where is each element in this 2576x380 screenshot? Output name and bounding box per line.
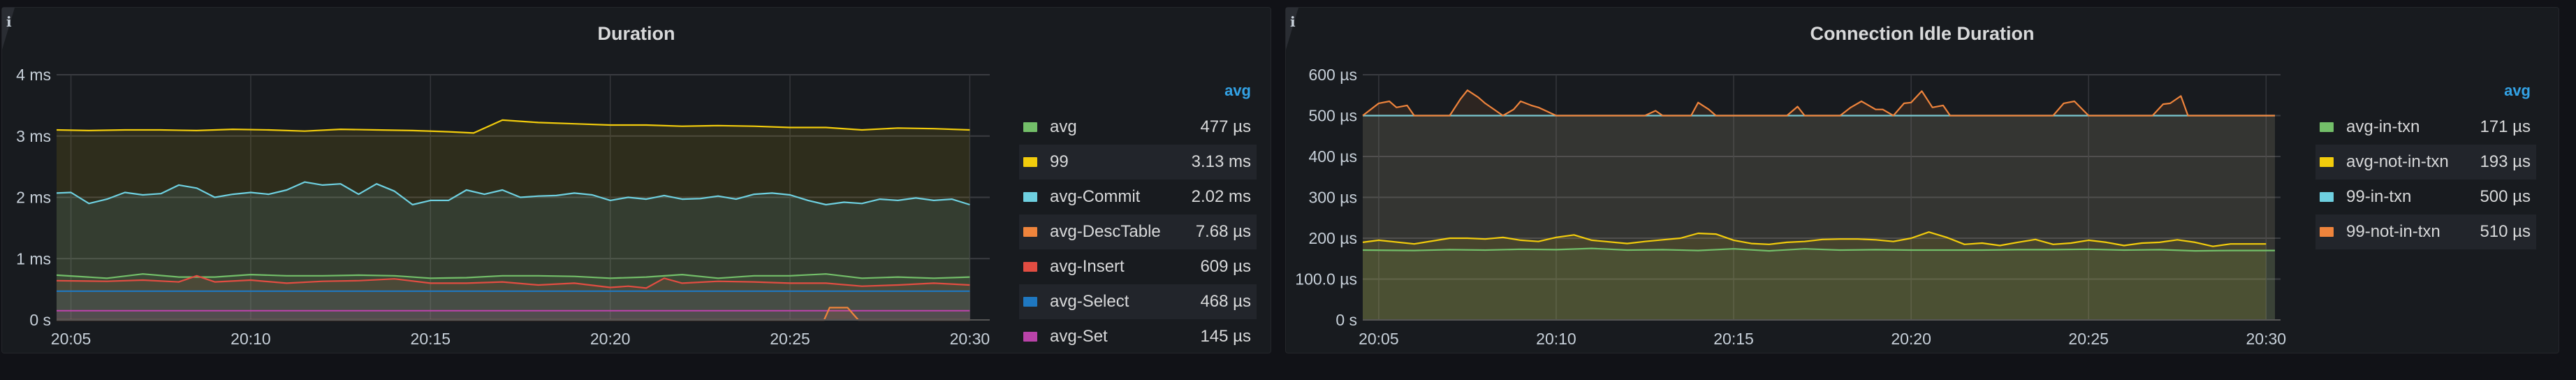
legend-swatch[interactable]: [1023, 332, 1037, 342]
series-area-99: [57, 119, 970, 320]
x-tick-label: 20:25: [2068, 330, 2109, 348]
legend-swatch[interactable]: [1023, 192, 1037, 202]
legend-value: 500 µs: [2480, 187, 2531, 206]
y-tick-label: 100.0 µs: [1295, 270, 1357, 288]
x-tick-label: 20:15: [411, 330, 451, 348]
series-line-avg-not-in-txn: [1362, 231, 2267, 247]
legend-swatch[interactable]: [1023, 227, 1037, 237]
legend-value: 171 µs: [2480, 117, 2531, 136]
series-area-avg-not-in-txn: [1363, 232, 2267, 320]
legend-item-99[interactable]: 99 3.13 ms: [1019, 145, 1257, 180]
x-tick-label: 20:20: [590, 330, 631, 348]
legend-label: avg-in-txn: [2346, 117, 2420, 136]
x-tick-label: 20:10: [1536, 330, 1576, 348]
x-tick-label: 20:05: [1359, 330, 1399, 348]
info-icon[interactable]: i: [1290, 13, 1296, 30]
series-line-99: [56, 119, 970, 134]
panel-connection-idle-duration: i Connection Idle Duration 0 s 100.0 µs 20…: [1285, 7, 2559, 353]
legend-label: avg: [1050, 117, 1077, 136]
legend-label: avg-DescTable: [1050, 222, 1161, 241]
y-tick-label: 0 s: [29, 311, 51, 329]
legend-item-avg-commit[interactable]: avg-Commit 2.02 ms: [1019, 180, 1257, 214]
y-tick-label: 4 ms: [16, 66, 51, 84]
y-tick-label: 300 µs: [1308, 189, 1357, 207]
legend-swatch[interactable]: [1023, 297, 1037, 307]
legend-item-avg-in-txn[interactable]: avg-in-txn 171 µs: [2315, 110, 2536, 145]
series-line-avg-in-txn: [1362, 247, 2275, 252]
y-tick-label: 200 µs: [1308, 229, 1357, 247]
panel-title[interactable]: Duration: [597, 23, 675, 44]
duration-chart: 0 s 1 ms 2 ms 3 ms 4 ms 20:05 20:10 20:15 20:20 2…: [16, 66, 990, 348]
panel-duration: i Duration 0 s 1 ms 2 ms 3 ms 4 ms 20:05 20:10…: [1, 7, 1271, 353]
series-line-avg: [56, 273, 970, 279]
y-tick-label: 400 µs: [1308, 147, 1357, 166]
y-tick-label: 500 µs: [1308, 107, 1357, 125]
series-area-avg-select: [57, 291, 970, 320]
legend-label: avg-not-in-txn: [2346, 152, 2449, 171]
legend-item-avg-insert[interactable]: avg-Insert 609 µs: [1019, 249, 1257, 284]
panel-info-corner[interactable]: [2, 8, 15, 50]
legend-value: 609 µs: [1200, 257, 1251, 276]
connection-idle-chart: 0 s 100.0 µs 200 µs 300 µs 400 µs 500 µs 600 µ…: [1295, 66, 2287, 348]
legend-swatch[interactable]: [1023, 122, 1037, 132]
series-area-avg-commit: [57, 182, 970, 320]
legend-swatch[interactable]: [1023, 262, 1037, 272]
legend-label: 99: [1050, 152, 1069, 171]
legend-label: avg-Commit: [1050, 187, 1141, 206]
x-tick-label: 20:20: [1891, 330, 1931, 348]
x-tick-label: 20:10: [230, 330, 271, 348]
legend-value: 7.68 µs: [1195, 222, 1251, 241]
legend-item-avg-not-in-txn[interactable]: avg-not-in-txn 193 µs: [2315, 145, 2536, 180]
info-icon[interactable]: i: [6, 13, 12, 30]
series-area-99-not-in-txn: [1363, 90, 2275, 320]
series-area-99-in-txn: [1363, 115, 2275, 320]
legend-label: 99-not-in-txn: [2346, 222, 2440, 241]
legend-swatch[interactable]: [2320, 227, 2334, 237]
legend-label: avg-Insert: [1050, 257, 1125, 276]
legend-swatch[interactable]: [2320, 157, 2334, 167]
legend-header-avg[interactable]: avg: [1224, 82, 1251, 99]
x-tick-label: 20:25: [770, 330, 810, 348]
legend-label: avg-Set: [1050, 327, 1108, 346]
legend-value: 145 µs: [1200, 327, 1251, 346]
y-tick-label: 600 µs: [1308, 66, 1357, 84]
legend-label: avg-Select: [1050, 292, 1129, 311]
x-tick-label: 20:05: [51, 330, 92, 348]
legend-label: 99-in-txn: [2346, 187, 2412, 206]
legend-item-avg-select[interactable]: avg-Select 468 µs: [1019, 284, 1257, 319]
legend-value: 3.13 ms: [1191, 152, 1251, 171]
y-tick-label: 1 ms: [16, 249, 51, 268]
series-area-avg-in-txn: [1363, 248, 2275, 320]
legend: avg avg 477 µs 99 3.13 ms avg-Commit 2.0…: [1019, 75, 1257, 354]
legend-item-avg-desctable[interactable]: avg-DescTable 7.68 µs: [1019, 214, 1257, 249]
series-line-avg-commit: [56, 181, 970, 206]
legend-header-avg[interactable]: avg: [2504, 82, 2531, 99]
legend: avg avg-in-txn 171 µs avg-not-in-txn 193…: [2315, 75, 2536, 354]
y-tick-label: 0 s: [1335, 311, 1357, 329]
panel-title[interactable]: Connection Idle Duration: [1810, 23, 2035, 44]
panel-info-corner[interactable]: [1286, 8, 1298, 50]
x-tick-label: 20:15: [1713, 330, 1754, 348]
legend-item-99-in-txn[interactable]: 99-in-txn 500 µs: [2315, 180, 2536, 214]
series-line-99-not-in-txn: [1362, 89, 2275, 117]
series-area-avg-insert: [57, 275, 970, 320]
legend-swatch[interactable]: [2320, 192, 2334, 202]
legend-value: 2.02 ms: [1191, 187, 1251, 206]
x-tick-label: 20:30: [950, 330, 990, 348]
legend-item-avg-set[interactable]: avg-Set 145 µs: [1019, 319, 1257, 354]
x-tick-label: 20:30: [2246, 330, 2287, 348]
legend-swatch[interactable]: [1023, 157, 1037, 167]
y-tick-label: 3 ms: [16, 127, 51, 145]
y-tick-label: 2 ms: [16, 189, 51, 207]
legend-value: 477 µs: [1200, 117, 1251, 136]
series-area-avg-set: [57, 310, 970, 320]
legend-value: 193 µs: [2480, 152, 2531, 171]
legend-item-avg[interactable]: avg 477 µs: [1019, 110, 1257, 145]
legend-item-99-not-in-txn[interactable]: 99-not-in-txn 510 µs: [2315, 214, 2536, 249]
series-line-avg-insert: [56, 275, 970, 289]
legend-value: 468 µs: [1200, 292, 1251, 311]
legend-value: 510 µs: [2480, 222, 2531, 241]
legend-swatch[interactable]: [2320, 122, 2334, 132]
series-area-avg: [57, 274, 970, 320]
